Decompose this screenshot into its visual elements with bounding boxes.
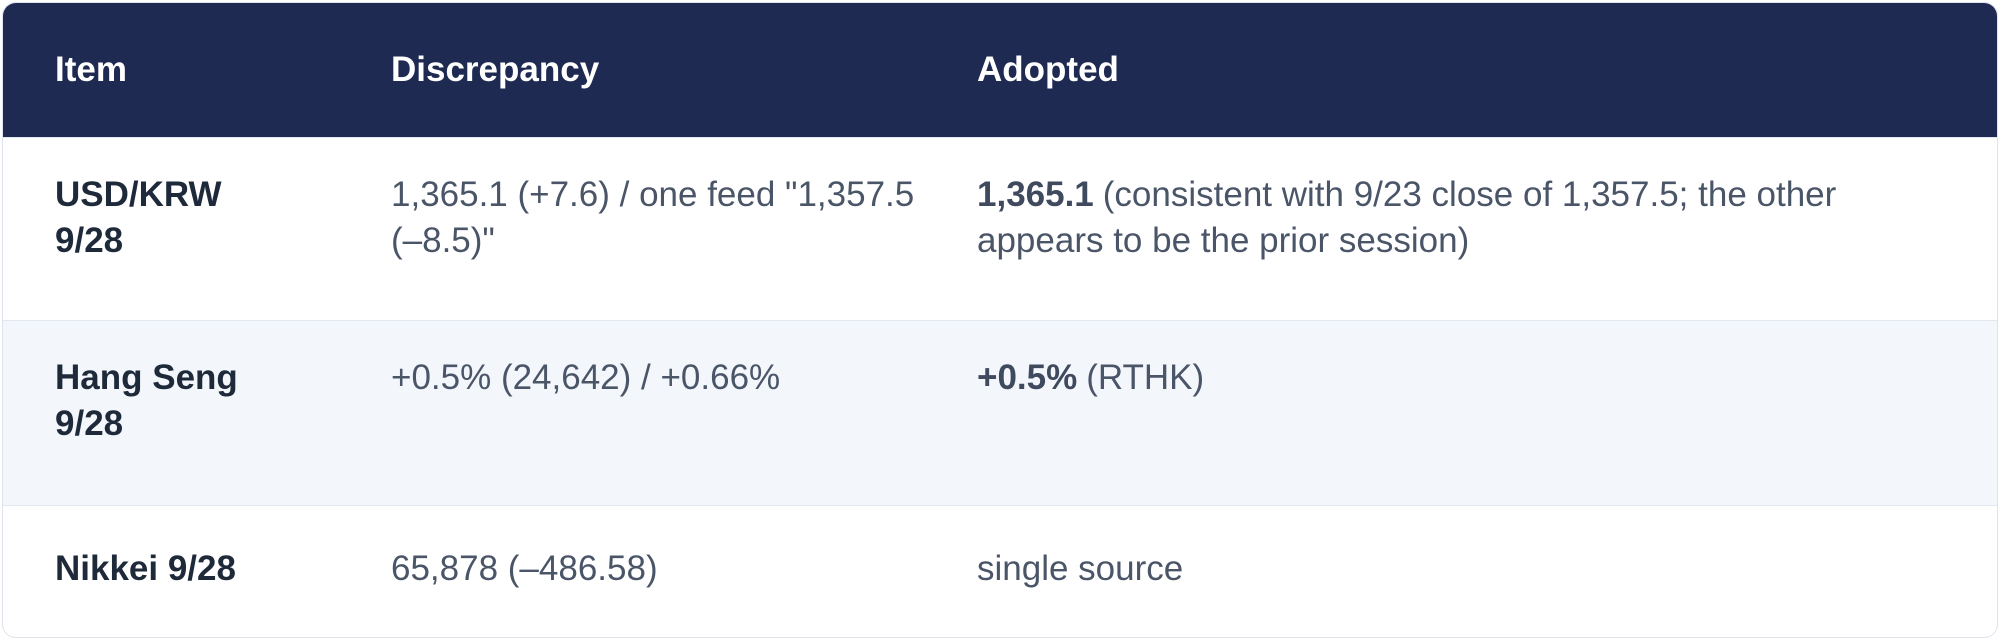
discrepancy-cell: 65,878 (–486.58) — [391, 505, 977, 637]
discrepancy-text: 1,365.1 (+7.6) / one feed "1,357.5 (–8.5… — [391, 175, 915, 260]
discrepancy-text: 65,878 (–486.58) — [391, 549, 658, 588]
discrepancy-text: +0.5% (24,642) / +0.66% — [391, 358, 781, 397]
item-label: Hang Seng 9/28 — [55, 358, 238, 443]
adopted-value: 1,365.1 — [977, 175, 1094, 214]
item-label: USD/KRW 9/28 — [55, 175, 222, 260]
table: Item Discrepancy Adopted USD/KRW 9/28 1,3… — [3, 3, 1997, 637]
header-row: Item Discrepancy Adopted — [3, 3, 1997, 138]
adopted-note: (RTHK) — [1086, 358, 1205, 397]
table-body: USD/KRW 9/28 1,365.1 (+7.6) / one feed "1… — [3, 137, 1997, 637]
adopted-cell: 1,365.1 (consistent with 9/23 close of 1,… — [977, 137, 1997, 321]
table-row: Nikkei 9/28 65,878 (–486.58) single source — [3, 505, 1997, 637]
header-cell: Adopted — [977, 3, 1997, 138]
item-label: Nikkei 9/28 — [55, 549, 236, 588]
adopted-cell: single source — [977, 505, 1997, 637]
discrepancy-cell: 1,365.1 (+7.6) / one feed "1,357.5 (–8.5… — [391, 137, 977, 321]
item-cell: Hang Seng 9/28 — [3, 320, 391, 506]
adopted-note: single source — [977, 549, 1184, 588]
adopted-cell: +0.5% (RTHK) — [977, 320, 1997, 506]
adopted-note: (consistent with 9/23 close of 1,357.5; … — [977, 175, 1837, 260]
item-cell: USD/KRW 9/28 — [3, 137, 391, 321]
table-row: Hang Seng 9/28 +0.5% (24,642) / +0.66% +0.… — [3, 320, 1997, 506]
header-cell: Discrepancy — [391, 3, 977, 138]
table-row: USD/KRW 9/28 1,365.1 (+7.6) / one feed "1… — [3, 137, 1997, 321]
discrepancy-cell: +0.5% (24,642) / +0.66% — [391, 320, 977, 506]
adopted-value: +0.5% — [977, 358, 1078, 397]
header-cell: Item — [3, 3, 391, 138]
item-cell: Nikkei 9/28 — [3, 505, 391, 637]
